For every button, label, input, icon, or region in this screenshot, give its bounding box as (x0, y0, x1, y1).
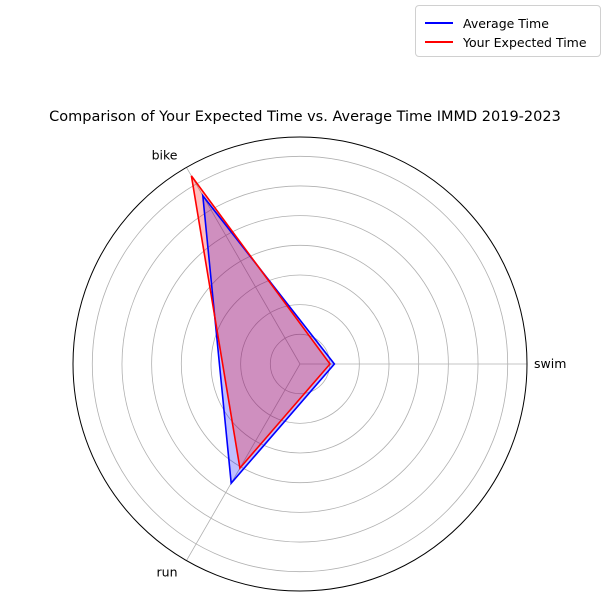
axis-labels: swim bike run (152, 147, 567, 579)
legend: Average Time Your Expected Time (415, 5, 601, 57)
legend-item-average: Average Time (425, 14, 549, 32)
legend-swatch-expected (425, 41, 453, 43)
series-polygons (190, 175, 336, 486)
legend-swatch-average (425, 22, 453, 24)
legend-label-average: Average Time (463, 15, 549, 31)
chart-title: Comparison of Your Expected Time vs. Ave… (49, 109, 561, 125)
axis-label-bike: bike (152, 147, 178, 162)
series-fill-0 (202, 195, 335, 484)
legend-item-expected: Your Expected Time (425, 33, 587, 51)
polar-frame (72, 136, 528, 592)
grid-spoke (186, 363, 301, 561)
legend-label-expected: Your Expected Time (463, 34, 587, 50)
axis-label-swim: swim (534, 356, 566, 371)
axis-label-run: run (157, 565, 178, 580)
series-fill-1 (191, 175, 330, 469)
series-line-1 (190, 175, 332, 470)
